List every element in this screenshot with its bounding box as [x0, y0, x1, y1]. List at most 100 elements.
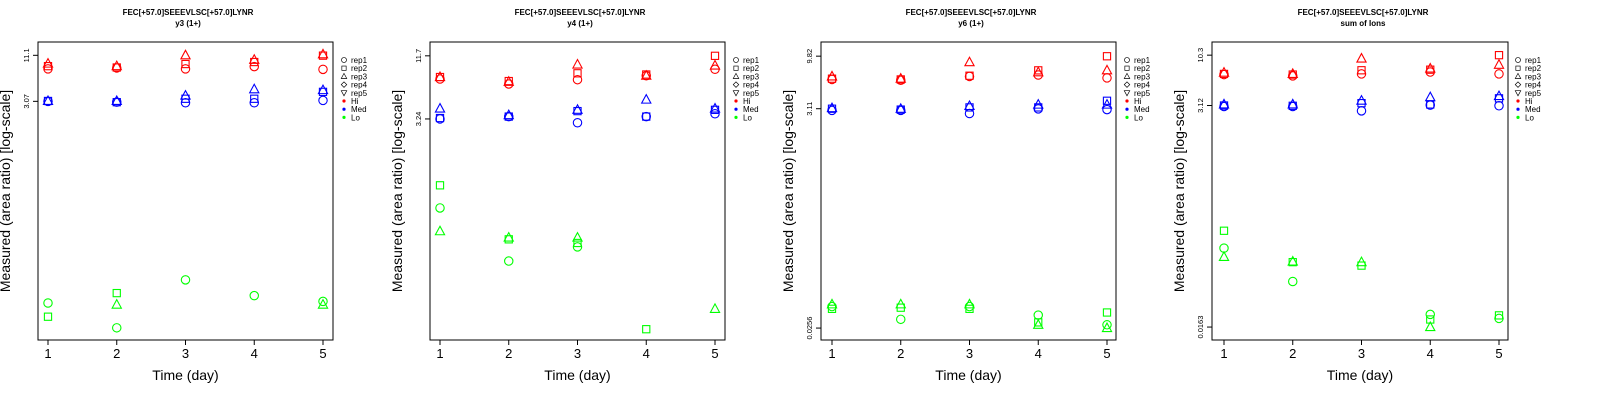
chart-title: FEC[+57.0]SEEEVLSC[+57.0]LYNR	[515, 8, 646, 17]
x-tick-label: 4	[251, 346, 258, 361]
x-tick-label: 1	[44, 346, 51, 361]
data-point-med-rep3	[248, 83, 260, 94]
x-tick-label: 5	[1495, 346, 1502, 361]
legend-label-rep3: rep3	[1525, 72, 1542, 81]
data-point-med-rep3	[1218, 98, 1230, 109]
data-point-hi-rep2	[1102, 52, 1112, 61]
data-point-hi-rep3	[179, 49, 192, 60]
data-point-med-rep2	[642, 112, 651, 121]
data-point-lo-rep2	[1102, 308, 1112, 317]
data-point-med-rep3	[1032, 98, 1044, 109]
legend-label-rep2: rep2	[1134, 64, 1151, 73]
data-point-med-rep1	[318, 95, 328, 106]
data-point-med-rep3	[640, 93, 652, 104]
data-point-med-rep1	[1033, 104, 1044, 114]
x-tick-label: 5	[319, 346, 326, 361]
x-tick-label: 4	[1427, 346, 1434, 361]
legend-label-hi: Hi	[743, 97, 751, 106]
data-point-lo-rep1	[964, 301, 975, 312]
data-point-lo-rep2	[642, 325, 651, 334]
data-point-lo-rep3	[1355, 255, 1368, 267]
x-tick-label: 4	[643, 346, 650, 361]
data-point-lo-rep3	[826, 298, 838, 309]
data-point-lo-rep1	[1425, 309, 1436, 320]
data-point-lo-rep1	[895, 314, 906, 325]
legend-label-rep5: rep5	[351, 89, 368, 98]
legend-label-rep1: rep1	[1134, 56, 1151, 65]
data-point-med-rep3	[963, 99, 976, 111]
data-point-hi-rep3	[895, 72, 907, 83]
legend-label-rep4: rep4	[1525, 81, 1542, 90]
x-tick-label: 2	[505, 346, 512, 361]
x-tick-label: 3	[966, 346, 973, 361]
data-point-hi-rep3	[1287, 67, 1299, 78]
data-point-hi-rep1	[180, 64, 191, 74]
data-point-hi-rep3	[503, 75, 515, 86]
chart-subtitle: sum of Ions	[1341, 19, 1386, 28]
legend-label-lo: Lo	[351, 113, 360, 122]
data-point-lo-rep1	[572, 242, 583, 252]
data-point-lo-rep1	[1033, 310, 1044, 320]
x-tick-label: 3	[574, 346, 581, 361]
legend-dot-med	[342, 107, 346, 111]
data-point-med-rep3	[317, 83, 329, 95]
data-point-med-rep3	[1424, 91, 1436, 102]
data-point-hi-rep3	[111, 59, 123, 71]
data-point-hi-rep1	[503, 79, 514, 89]
y-axis-label: Measured (area ratio) [log-scale]	[780, 90, 796, 292]
data-point-hi-rep2	[710, 51, 720, 60]
legend-label-rep2: rep2	[743, 64, 760, 73]
data-point-hi-rep3	[640, 69, 652, 80]
x-tick-label: 5	[711, 346, 718, 361]
data-point-lo-rep2	[1494, 311, 1504, 320]
chart-panel-2: FEC[+57.0]SEEEVLSC[+57.0]LYNR y4 (1+) 1 2 3 4…	[389, 8, 760, 383]
data-point-hi-rep1	[572, 74, 583, 85]
legend-symbol-rep3	[1514, 72, 1522, 79]
legend-dot-med	[1516, 107, 1520, 111]
chart-title: FEC[+57.0]SEEEVLSC[+57.0]LYNR	[1298, 8, 1429, 17]
data-point-med-rep3	[1287, 98, 1299, 109]
legend-label-rep3: rep3	[743, 72, 760, 81]
data-point-hi-rep3	[1101, 64, 1113, 75]
y-tick-label: 3.24	[414, 112, 423, 127]
legend-dot-med	[1125, 107, 1129, 111]
chart-panel-4: FEC[+57.0]SEEEVLSC[+57.0]LYNR sum of Ions…	[1171, 8, 1542, 383]
y-axis-label: Measured (area ratio) [log-scale]	[389, 90, 405, 292]
data-point-lo-rep3	[111, 298, 123, 309]
y-tick-label: 0.0256	[805, 317, 814, 340]
data-point-med-rep1	[641, 111, 651, 122]
data-point-med-rep2	[1102, 96, 1112, 105]
x-tick-label: 1	[1220, 346, 1227, 361]
data-point-med-rep1	[503, 111, 514, 122]
data-point-hi-rep1	[435, 74, 445, 84]
data-point-hi-rep3	[1493, 58, 1505, 69]
legend-symbol-rep1	[341, 57, 347, 63]
legend-dot-hi	[734, 99, 738, 103]
data-point-med-rep1	[1356, 106, 1367, 116]
data-point-hi-rep1	[43, 64, 53, 74]
data-point-lo-rep2	[827, 304, 837, 313]
y-axis-label: Measured (area ratio) [log-scale]	[0, 90, 13, 292]
y-tick-label: 3.11	[805, 102, 814, 116]
data-point-hi-rep1	[318, 64, 328, 75]
data-point-lo-rep1	[249, 290, 260, 301]
data-point-hi-rep1	[1102, 73, 1112, 83]
data-point-lo-rep3	[709, 302, 721, 313]
data-point-med-rep3	[895, 102, 907, 113]
legend-dot-lo	[1516, 115, 1520, 119]
data-point-lo-rep1	[827, 301, 837, 312]
legend-label-rep5: rep5	[743, 89, 760, 98]
legend-label-med: Med	[351, 105, 367, 114]
data-point-lo-rep3	[963, 298, 976, 309]
data-point-med-rep1	[112, 97, 122, 107]
legend-symbol-rep2	[1515, 65, 1521, 71]
data-point-hi-rep2	[181, 59, 190, 69]
legend-symbol-rep5	[1514, 90, 1522, 97]
legend-label-rep4: rep4	[351, 81, 368, 90]
data-point-lo-rep1	[503, 256, 514, 266]
x-tick-label: 3	[182, 346, 189, 361]
data-point-med-rep3	[571, 103, 584, 114]
data-point-lo-rep3	[1101, 321, 1113, 333]
data-point-med-rep3	[1493, 89, 1505, 101]
